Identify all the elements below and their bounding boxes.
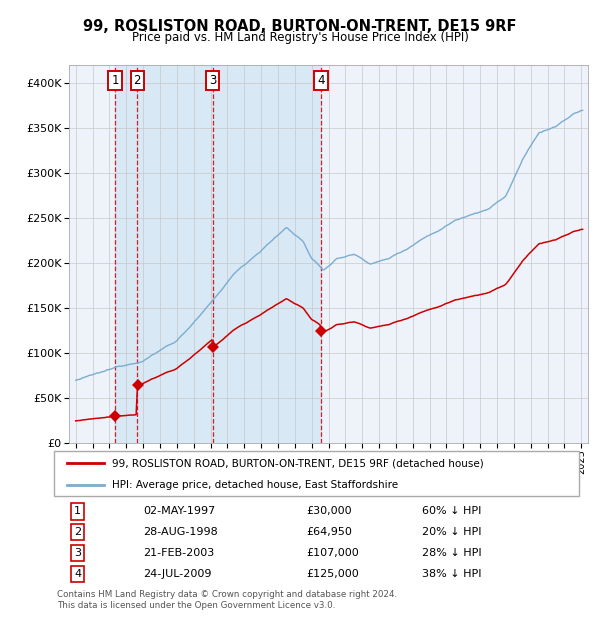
- Text: £64,950: £64,950: [306, 528, 352, 538]
- Text: 4: 4: [317, 74, 325, 87]
- Text: 28-AUG-1998: 28-AUG-1998: [143, 528, 218, 538]
- Text: £107,000: £107,000: [306, 548, 359, 558]
- FancyBboxPatch shape: [54, 451, 579, 496]
- Text: 1: 1: [74, 507, 81, 516]
- Text: 4: 4: [74, 569, 81, 579]
- Text: 60% ↓ HPI: 60% ↓ HPI: [421, 507, 481, 516]
- Text: 1: 1: [111, 74, 119, 87]
- Text: 2: 2: [74, 528, 81, 538]
- Bar: [115, 65, 321, 443]
- Text: 21-FEB-2003: 21-FEB-2003: [143, 548, 215, 558]
- Text: 24-JUL-2009: 24-JUL-2009: [143, 569, 212, 579]
- Text: £125,000: £125,000: [306, 569, 359, 579]
- Text: Price paid vs. HM Land Registry's House Price Index (HPI): Price paid vs. HM Land Registry's House …: [131, 31, 469, 44]
- Text: This data is licensed under the Open Government Licence v3.0.: This data is licensed under the Open Gov…: [57, 601, 335, 611]
- Text: 02-MAY-1997: 02-MAY-1997: [143, 507, 215, 516]
- Text: HPI: Average price, detached house, East Staffordshire: HPI: Average price, detached house, East…: [112, 480, 398, 490]
- Text: 38% ↓ HPI: 38% ↓ HPI: [421, 569, 481, 579]
- Text: 3: 3: [74, 548, 81, 558]
- Text: 99, ROSLISTON ROAD, BURTON-ON-TRENT, DE15 9RF: 99, ROSLISTON ROAD, BURTON-ON-TRENT, DE1…: [83, 19, 517, 33]
- Text: 2: 2: [133, 74, 141, 87]
- Text: Contains HM Land Registry data © Crown copyright and database right 2024.: Contains HM Land Registry data © Crown c…: [57, 590, 397, 600]
- Text: 20% ↓ HPI: 20% ↓ HPI: [421, 528, 481, 538]
- Text: 28% ↓ HPI: 28% ↓ HPI: [421, 548, 481, 558]
- Text: £30,000: £30,000: [306, 507, 352, 516]
- Text: 3: 3: [209, 74, 217, 87]
- Text: 99, ROSLISTON ROAD, BURTON-ON-TRENT, DE15 9RF (detached house): 99, ROSLISTON ROAD, BURTON-ON-TRENT, DE1…: [112, 458, 484, 469]
